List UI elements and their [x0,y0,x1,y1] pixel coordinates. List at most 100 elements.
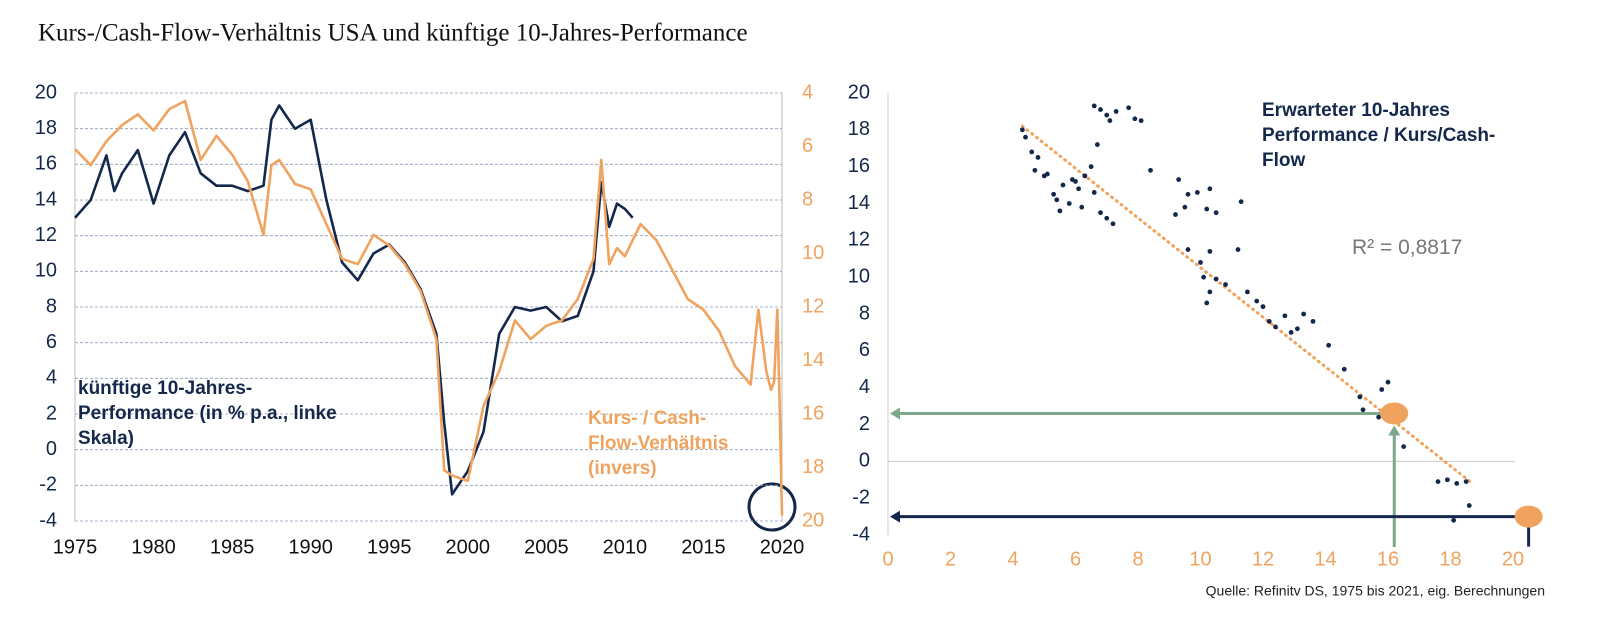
scatter-point [1444,477,1450,483]
scatter-point [1173,212,1178,217]
y-tick-label: 18 [848,118,870,140]
highlight-point [1380,402,1409,425]
x-tick-label: 14 [1314,548,1336,570]
scatter-point [1185,247,1191,252]
x-tick-label: 2005 [524,536,569,558]
scatter-point [1341,366,1347,372]
scatter-point [1204,300,1210,306]
scatter-point [1207,289,1213,295]
y-tick-label: 0 [46,438,57,460]
scatter-point [1076,186,1082,192]
x-tick-label: 18 [1439,548,1461,570]
y2-tick-label: 16 [802,402,824,424]
scatter-point [1260,304,1266,310]
scatter-point [1051,191,1057,197]
scatter-point [1451,517,1457,523]
y-tick-label: 20 [35,81,57,103]
x-tick-label: 2010 [603,536,648,558]
arrow-head [1388,425,1401,436]
x-tick-label: 2000 [446,536,491,558]
scatter-point [1066,201,1072,206]
trendline [1020,124,1474,485]
x-tick-label: 4 [1007,548,1018,570]
x-tick-label: 8 [1132,548,1143,570]
scatter-point [1401,444,1407,449]
y2-tick-label: 18 [802,456,824,478]
scatter-point [1463,479,1469,484]
scatter-point [1176,177,1182,182]
y-tick-label: 16 [35,153,57,175]
source: Quelle: Refinitv DS, 1975 bis 2021, eig.… [1206,583,1545,599]
scatter-point [1282,313,1288,319]
scatter-point [1029,149,1035,155]
x-tick-label: 1980 [131,536,176,558]
scatter-point [1023,134,1028,140]
scatter-point [1098,210,1103,216]
x-tick-label: 1975 [53,536,98,558]
scatter-point [1104,215,1110,221]
y-tick-label: -2 [39,474,57,496]
y-tick-label: 6 [859,339,870,361]
y-tick-label: -2 [852,486,870,508]
y2-tick-label: 4 [802,81,813,103]
scatter-point [1148,167,1153,173]
scatter-point [1238,199,1244,205]
page-title: Kurs-/Cash-Flow-Verhältnis USA und künft… [38,20,748,47]
series-label: künftige 10-Jahres-Performance (in % p.a… [78,378,337,449]
x-tick-label: 2 [945,548,956,570]
y2-tick-label: 10 [802,242,824,264]
y-tick-label: 14 [35,188,57,210]
scatter-point [1223,282,1228,287]
scatter-point [1113,109,1119,114]
y-tick-label: 12 [35,224,57,246]
y-tick-label: 2 [46,402,57,424]
y-tick-label: 2 [859,413,870,435]
scatter-point [1098,107,1103,112]
y-tick-label: 10 [848,265,870,287]
scatter-point [1079,204,1085,210]
highlight-circle [747,482,797,532]
x-tick-label: 1995 [367,536,412,558]
scatter-point [1132,116,1138,122]
scatter-point [1207,186,1213,192]
x-tick-label: 6 [1070,548,1081,570]
x-tick-label: 1990 [288,536,333,558]
scatter-point [1035,155,1041,160]
highlight-point [1514,505,1543,528]
y2-tick-label: 8 [802,188,813,210]
y2-tick-label: 14 [802,349,824,371]
scatter-point [1094,142,1100,147]
scatter-point [1110,221,1116,227]
scatter-point [1213,210,1219,216]
y-tick-label: -4 [39,509,57,531]
y-tick-label: 4 [46,367,57,389]
line-series [74,99,784,516]
arrow-head [890,407,900,420]
scatter-point [1294,326,1300,332]
scatter-point [1273,324,1278,330]
scatter-point [1301,311,1307,317]
scatter-point [1435,479,1441,484]
scatter-point [1194,190,1200,195]
scatter-point [1357,394,1363,400]
x-tick-label: 1985 [210,536,255,558]
scatter-point [1182,204,1188,210]
y-tick-label: 20 [848,81,870,103]
y2-tick-label: 6 [802,135,813,157]
scatter-point [1126,105,1132,111]
y-tick-label: 10 [35,260,57,282]
y-tick-label: 0 [859,450,870,472]
scatter-point [1379,387,1385,392]
y-tick-label: 8 [859,302,870,324]
scatter-point [1073,179,1078,184]
scatter-point [1454,481,1460,486]
scatter-point [1054,197,1060,203]
scatter-point [1326,342,1332,348]
x-tick-label: 16 [1377,548,1399,570]
chart-title: Erwarteter 10-Jahres Performance / Kurs/… [1262,100,1496,171]
x-tick-label: 20 [1502,548,1524,570]
scatter-point [1088,164,1094,170]
scatter-point [1266,318,1272,324]
scatter-point [1019,127,1025,133]
